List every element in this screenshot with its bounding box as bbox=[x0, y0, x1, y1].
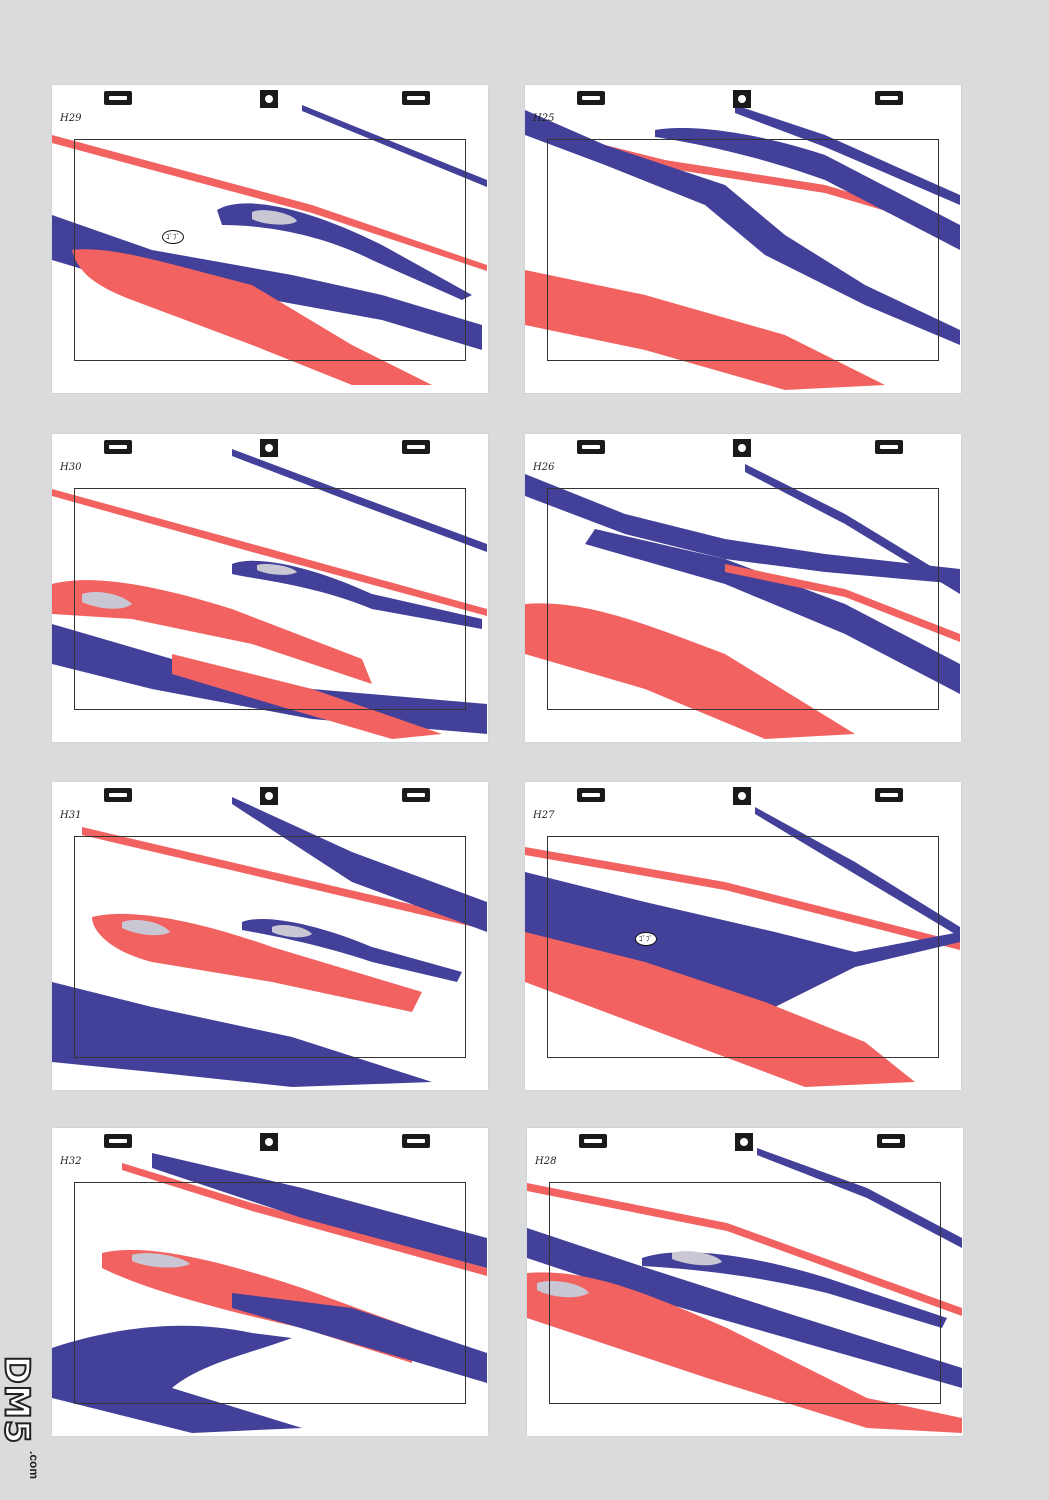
animation-sheet: H29 ｺﾞﾌﾞ bbox=[52, 85, 488, 393]
peg-slot-left bbox=[104, 91, 132, 105]
watermark-logo: DM5 bbox=[0, 1355, 37, 1446]
animation-sheet: H30 bbox=[52, 434, 488, 742]
character-note: ｺﾞﾌﾞ bbox=[635, 932, 657, 946]
cut-number: H31 bbox=[60, 810, 82, 821]
peg-hole-center bbox=[733, 787, 751, 805]
cut-number: H25 bbox=[533, 113, 555, 124]
frame-guide bbox=[74, 1182, 466, 1404]
peg-slot-left bbox=[577, 788, 605, 802]
peg-slot-right bbox=[875, 440, 903, 454]
peg-slot-right bbox=[402, 1134, 430, 1148]
animation-sheet: H32 bbox=[52, 1128, 488, 1436]
brush-strokes bbox=[52, 797, 487, 1087]
peg-slot-left bbox=[104, 1134, 132, 1148]
site-watermark: DM5 .com bbox=[0, 1340, 56, 1490]
cut-number: H29 bbox=[60, 113, 82, 124]
peg-hole-center bbox=[260, 1133, 278, 1151]
frame-guide bbox=[74, 836, 466, 1058]
cut-number: H30 bbox=[60, 462, 82, 473]
animation-sheet: H28 bbox=[527, 1128, 963, 1436]
peg-slot-right bbox=[402, 788, 430, 802]
frame-guide bbox=[547, 139, 939, 361]
peg-hole-center bbox=[733, 439, 751, 457]
frame-guide bbox=[549, 1182, 941, 1404]
peg-slot-right bbox=[877, 1134, 905, 1148]
watermark-domain: .com bbox=[27, 1450, 42, 1480]
peg-slot-right bbox=[875, 788, 903, 802]
brush-strokes bbox=[52, 449, 487, 739]
cut-number: H32 bbox=[60, 1156, 82, 1167]
peg-hole-center bbox=[733, 90, 751, 108]
frame-guide bbox=[74, 139, 466, 361]
brush-strokes bbox=[525, 464, 960, 739]
animation-sheet: H31 bbox=[52, 782, 488, 1090]
peg-slot-left bbox=[104, 788, 132, 802]
character-note: ｺﾞﾌﾞ bbox=[162, 230, 184, 244]
peg-hole-center bbox=[260, 439, 278, 457]
brush-strokes bbox=[527, 1148, 962, 1433]
frame-guide bbox=[547, 488, 939, 710]
animation-sheet: H26 bbox=[525, 434, 961, 742]
peg-slot-left bbox=[579, 1134, 607, 1148]
brush-strokes bbox=[52, 105, 487, 385]
peg-hole-center bbox=[260, 787, 278, 805]
cut-number: H28 bbox=[535, 1156, 557, 1167]
peg-hole-center bbox=[260, 90, 278, 108]
peg-slot-left bbox=[104, 440, 132, 454]
cut-number: H27 bbox=[533, 810, 555, 821]
peg-hole-center bbox=[735, 1133, 753, 1151]
peg-slot-right bbox=[402, 91, 430, 105]
peg-slot-left bbox=[577, 91, 605, 105]
animation-sheet: H27 ｺﾞﾌﾞ bbox=[525, 782, 961, 1090]
brush-strokes bbox=[52, 1153, 487, 1433]
cut-number: H26 bbox=[533, 462, 555, 473]
peg-slot-right bbox=[875, 91, 903, 105]
brush-strokes bbox=[525, 807, 960, 1087]
animation-sheet: H25 bbox=[525, 85, 961, 393]
peg-slot-right bbox=[402, 440, 430, 454]
frame-guide bbox=[74, 488, 466, 710]
frame-guide bbox=[547, 836, 939, 1058]
peg-slot-left bbox=[577, 440, 605, 454]
